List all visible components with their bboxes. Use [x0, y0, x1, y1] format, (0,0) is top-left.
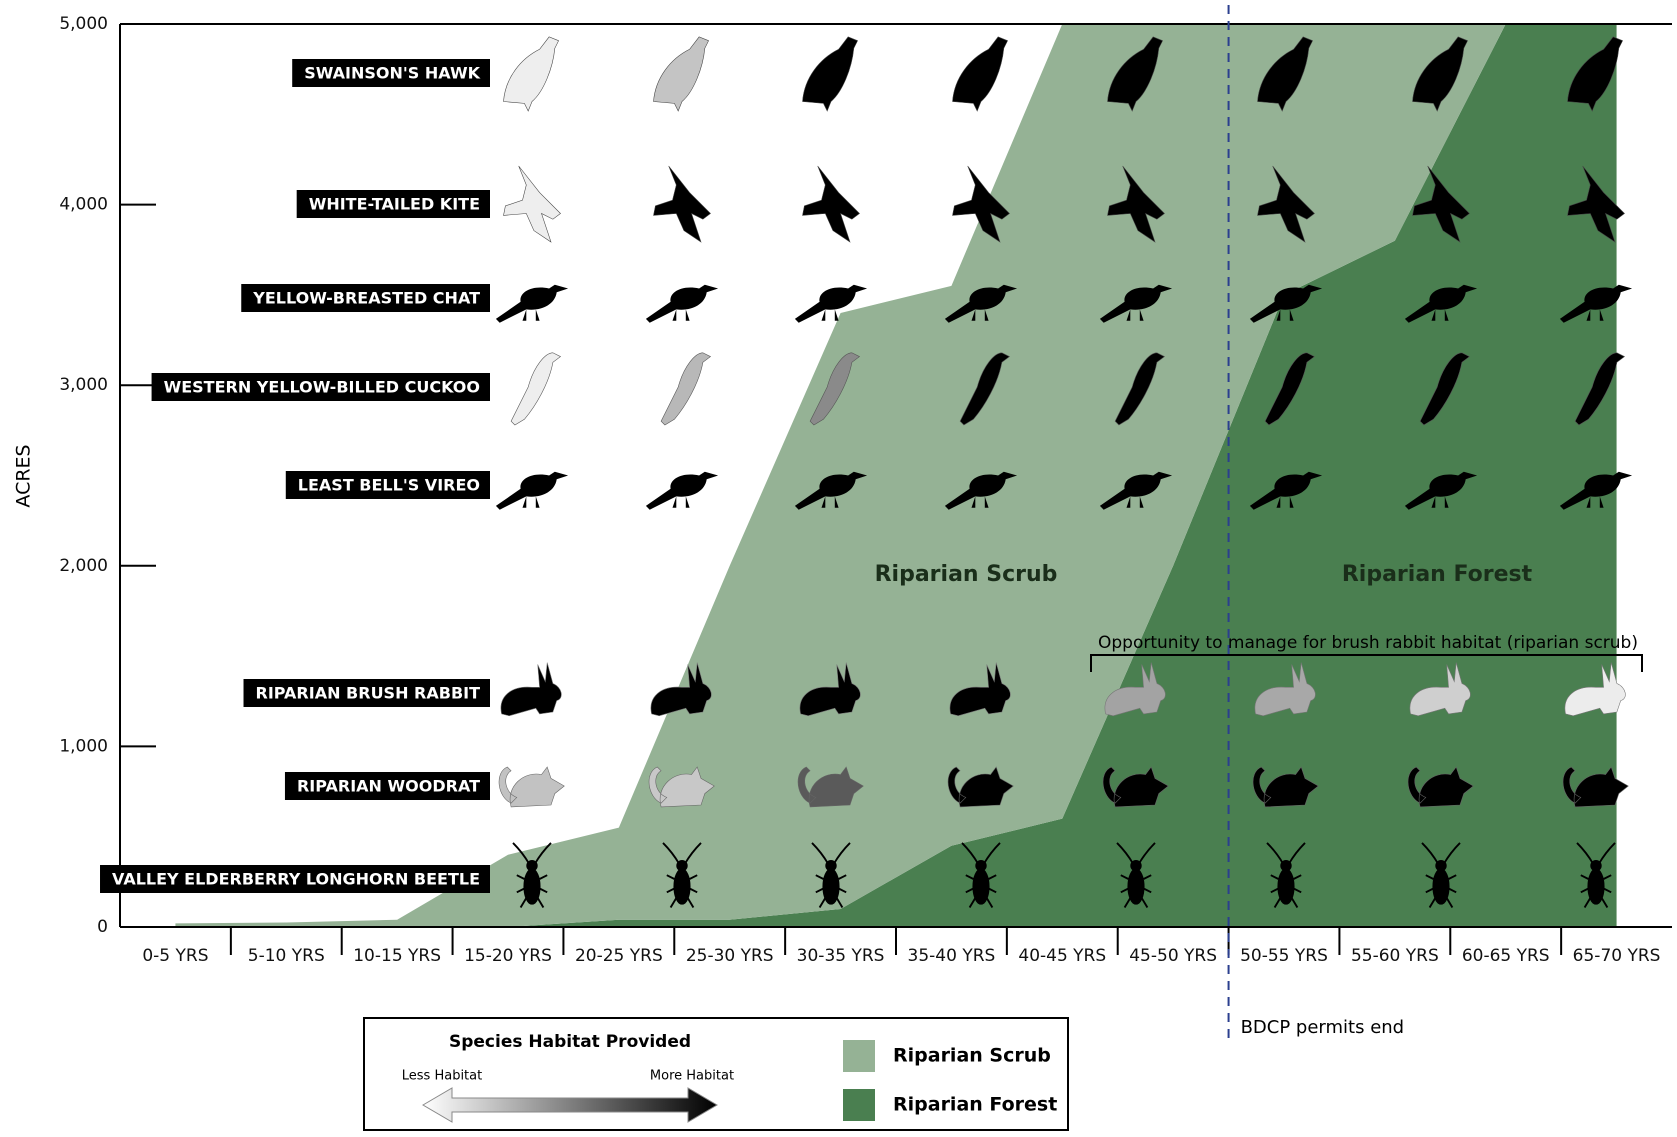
x-tick-label: 40-45 YRS: [1018, 946, 1106, 966]
legend-more: More Habitat: [650, 1069, 734, 1084]
species-label-bg: [243, 679, 490, 707]
species-label-bg: [292, 59, 490, 87]
annotation: Opportunity to manage for brush rabbit h…: [1098, 633, 1638, 653]
x-tick-label: 15-20 YRS: [464, 946, 552, 966]
legend-swatch: [843, 1040, 875, 1072]
x-tick-label: 20-25 YRS: [575, 946, 663, 966]
bracket: [1090, 654, 1643, 672]
species-label: LEAST BELL'S VIREO: [298, 476, 480, 495]
legend-title: Species Habitat Provided: [449, 1032, 691, 1052]
species-label: VALLEY ELDERBERRY LONGHORN BEETLE: [112, 870, 480, 889]
species-label-bg: [151, 373, 490, 401]
species-icon: [802, 36, 858, 112]
species-icon: [802, 165, 860, 243]
y-tick-label: 5,000: [59, 14, 108, 34]
species-label: YELLOW-BREASTED CHAT: [252, 289, 480, 308]
species-label-bg: [100, 865, 490, 893]
x-tick-label: 45-50 YRS: [1129, 946, 1217, 966]
species-icon: [500, 662, 562, 717]
x-tick-label: 50-55 YRS: [1240, 946, 1328, 966]
species-icon: [653, 165, 711, 243]
y-tick-label: 2,000: [59, 556, 108, 576]
x-tick-label: 0-5 YRS: [142, 946, 208, 966]
species-icon: [952, 36, 1008, 112]
species-label: RIPARIAN BRUSH RABBIT: [256, 684, 481, 703]
legend-arrow: [422, 1087, 718, 1123]
y-tick-label: 0: [97, 917, 108, 937]
permits-end-label: BDCP permits end: [1241, 1017, 1405, 1038]
species-label: SWAINSON'S HAWK: [304, 64, 480, 83]
species-label: WHITE-TAILED KITE: [309, 195, 480, 214]
species-label-bg: [241, 284, 490, 312]
legend-label: Riparian Scrub: [893, 1045, 1051, 1067]
x-tick-label: 30-35 YRS: [797, 946, 885, 966]
species-icon: [498, 766, 565, 808]
species-label-bg: [285, 471, 490, 499]
x-tick-label: 10-15 YRS: [353, 946, 441, 966]
legend-swatch: [843, 1089, 875, 1121]
area-label: Riparian Forest: [1342, 562, 1533, 587]
area: [175, 24, 1617, 927]
x-tick-label: 55-60 YRS: [1351, 946, 1439, 966]
species-icon: [645, 471, 719, 510]
species-icon: [495, 471, 569, 510]
species-icon: [645, 284, 719, 323]
species-label: WESTERN YELLOW-BILLED CUCKOO: [164, 378, 480, 397]
species-label: RIPARIAN WOODRAT: [297, 777, 480, 796]
species-label-bg: [296, 190, 490, 218]
y-tick-label: 3,000: [59, 375, 108, 395]
area-label: Riparian Scrub: [875, 562, 1058, 587]
legend-less: Less Habitat: [402, 1069, 482, 1084]
species-icon: [495, 284, 569, 323]
species-icon: [653, 36, 709, 112]
x-tick-label: 25-30 YRS: [686, 946, 774, 966]
y-tick-label: 1,000: [59, 736, 108, 756]
y-axis-label: ACRES: [13, 444, 35, 507]
y-tick-label: 4,000: [59, 195, 108, 215]
species-icon: [503, 36, 559, 112]
x-tick-label: 60-65 YRS: [1462, 946, 1550, 966]
species-icon: [503, 165, 561, 243]
species-icon: [660, 352, 711, 426]
species-icon: [510, 352, 561, 426]
legend-label: Riparian Forest: [893, 1094, 1057, 1116]
species-label-bg: [284, 772, 490, 800]
x-tick-label: 35-40 YRS: [908, 946, 996, 966]
x-tick-label: 5-10 YRS: [248, 946, 325, 966]
x-tick-label: 65-70 YRS: [1573, 946, 1661, 966]
